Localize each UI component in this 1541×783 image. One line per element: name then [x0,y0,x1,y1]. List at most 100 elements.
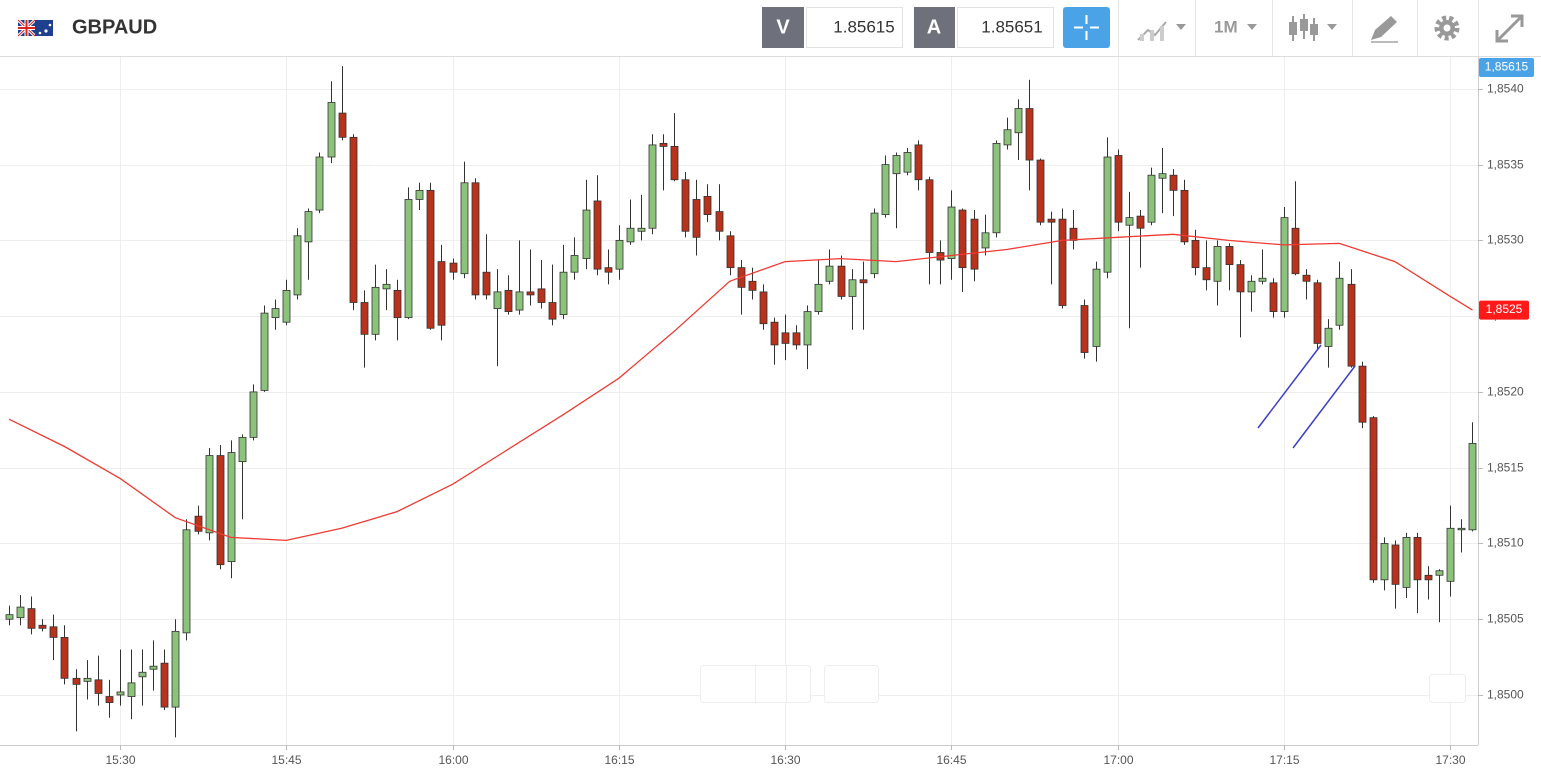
candle-body [1446,527,1455,582]
candle-body [748,280,757,291]
candle-body [881,164,890,216]
candle-body [548,302,557,320]
candle-body [1324,327,1333,347]
candle-body [1335,277,1344,326]
candle-body [1358,365,1367,423]
candle-body [837,265,846,297]
candle-body [848,279,857,297]
candle-body [1468,443,1477,531]
chart-type-button[interactable] [1137,21,1186,41]
candle-body [958,209,967,269]
candle-body [182,529,191,634]
ask-label: A [927,16,941,38]
candle-body [216,455,225,566]
candle-body [327,102,336,158]
settings-button[interactable] [1434,15,1460,41]
moving-average [8,233,1473,542]
candle-body [1247,280,1256,293]
y-tick-label: 1,8530 [1487,233,1524,247]
trend-line[interactable] [1292,365,1356,449]
candle-body [1213,246,1222,282]
crosshair-button[interactable] [1063,7,1110,48]
candle-body [1424,574,1433,581]
candle-body [1125,217,1134,226]
plot-area: 1,8500 1,8505 1,8510 1,8515 1,8520 1,8525 1,85… [0,57,1534,767]
candle-body [1092,268,1101,347]
candle-body [293,235,302,296]
candle-body [870,212,879,275]
ma-badge [1479,300,1529,320]
candle-body [449,262,458,273]
candle-body [1269,282,1278,312]
candle-body [371,286,380,335]
candle-body [105,696,114,703]
candle-body [482,271,491,296]
candle-body [138,671,147,678]
candle-body [582,209,591,259]
candle-body [260,312,269,391]
candle-body [715,211,724,232]
candle-body [1147,174,1156,223]
candle-body [814,283,823,312]
candle-body [659,142,668,147]
candle-body [1191,239,1200,269]
candle-body [160,662,169,708]
candle-body [205,455,214,534]
candle-body [726,235,735,269]
candle-body [16,606,25,619]
candle-body [1280,217,1289,312]
candle-body [227,452,236,563]
candle-body [537,288,546,303]
candle-body [127,682,136,697]
draw-button[interactable] [1371,16,1398,43]
candle-body [504,289,513,312]
candle-body [94,679,103,694]
bid-button[interactable] [762,7,804,48]
candle-body [460,182,469,275]
bid-label: V [776,16,790,38]
navigation-buttons[interactable] [700,665,1466,703]
candle-body [703,196,712,216]
candle-body [404,199,413,319]
candle-body [1236,264,1245,293]
ask-button[interactable] [914,7,955,48]
candle-body [1036,159,1045,223]
y-tick-label: 1,8540 [1487,82,1524,96]
candle-body [1313,282,1322,344]
candle-body [1069,227,1078,241]
candle-body [681,179,690,232]
candle-body [338,112,347,138]
candle-body [271,308,280,319]
x-tick-label: 15:30 [105,753,135,767]
candle-body [1058,218,1067,306]
candle-body [903,152,912,173]
timeframe-button[interactable]: 1M [1214,17,1257,36]
candle-body [1136,215,1145,229]
candle-body [593,200,602,270]
candle-body [1169,174,1178,191]
candle-body [493,291,502,309]
candle-body [1457,527,1466,531]
candle-body [615,239,624,270]
candle-body [1413,536,1422,581]
trend-line[interactable] [1257,344,1322,429]
candle-body [981,232,990,249]
candle-body [1080,305,1089,353]
candle-style-button[interactable] [1289,14,1337,41]
candle-body [149,665,158,670]
last-price-label: 1,85615 [1485,60,1529,74]
candle-body [38,624,47,629]
candle-body [382,283,391,290]
candle-body [770,321,779,346]
x-tick-label: 16:15 [604,753,634,767]
candle-body [1380,543,1389,581]
candle-body [194,515,203,532]
flag [16,18,53,38]
candle-body [49,626,58,638]
ask-price: 1.85651 [981,17,1042,36]
expand-button[interactable] [1495,14,1524,43]
x-tick-label: 16:45 [936,753,966,767]
candle-body [72,677,81,685]
y-tick-label: 1,8515 [1487,461,1524,475]
